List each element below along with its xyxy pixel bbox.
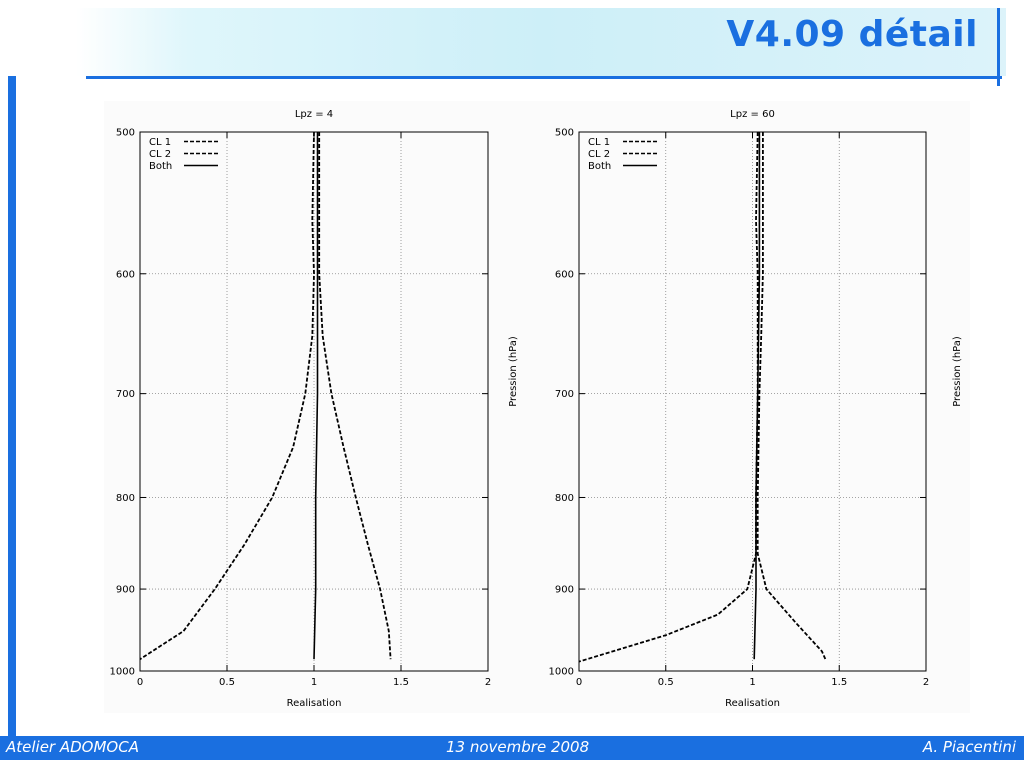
chart-title: Lpz = 4: [295, 109, 333, 120]
y-axis-label: Pression (hPa): [508, 336, 519, 407]
x-tick-label: 0.5: [219, 677, 235, 688]
series-line-cl-1: [139, 131, 315, 660]
legend-label: CL 1: [588, 137, 610, 148]
legend-entry-bg: [583, 160, 661, 172]
y-tick-label: 500: [116, 128, 135, 139]
x-axis-label: Realisation: [287, 698, 342, 709]
left-accent-bar: [8, 76, 16, 736]
x-tick-label: 2: [485, 677, 491, 688]
figure-background: [104, 101, 970, 713]
plot-frame: [578, 131, 927, 672]
x-tick-label: 2: [923, 677, 929, 688]
x-tick-label: 0: [137, 677, 143, 688]
plot-frame: [139, 131, 489, 672]
series-line-both: [753, 132, 761, 660]
slide-title: V4.09 détail: [726, 14, 978, 55]
legend-label: CL 2: [588, 149, 610, 160]
footer-event: Atelier ADOMOCA: [6, 738, 139, 756]
series-line-cl-2: [756, 132, 827, 660]
y-tick-label: 1000: [110, 667, 135, 678]
x-tick-label: 0.5: [658, 677, 674, 688]
x-tick-label: 1.5: [393, 677, 409, 688]
chart-title: Lpz = 60: [730, 109, 775, 120]
y-tick-label: 900: [116, 585, 135, 596]
legend-label: Both: [149, 161, 172, 172]
legend-label: Both: [588, 161, 611, 172]
header-underline: [86, 76, 1002, 79]
y-tick-label: 700: [116, 389, 135, 400]
legend-entry-bg: [144, 160, 222, 172]
legend-entry-bg: [583, 136, 661, 148]
x-tick-label: 1.5: [831, 677, 847, 688]
legend-entry-bg: [144, 148, 222, 160]
y-tick-label: 600: [116, 269, 135, 280]
y-tick-label: 1000: [549, 667, 574, 678]
series-line-cl-2: [318, 132, 392, 660]
legend-label: CL 2: [149, 149, 171, 160]
y-axis-label: Pression (hPa): [952, 336, 963, 407]
legend-label: CL 1: [149, 137, 171, 148]
footer-bar: Atelier ADOMOCA 13 novembre 2008 A. Piac…: [0, 736, 1024, 760]
chart-lpz60: 0 0.5 1 1.5 2 500 600 700 800 900 1000 Lpz = 60 Real…: [549, 109, 963, 709]
legend-entry-bg: [144, 136, 222, 148]
x-tick-label: 1: [311, 677, 317, 688]
series-line-cl-1: [578, 131, 759, 663]
y-tick-label: 600: [555, 269, 574, 280]
header-band: [76, 8, 1006, 76]
chart-lpz4: 0 0.5 1 1.5 2 500 600 700 800 900 1000 Lpz = 4 Reali…: [110, 109, 519, 709]
y-tick-label: 500: [555, 128, 574, 139]
x-tick-label: 0: [576, 677, 582, 688]
y-tick-label: 700: [555, 389, 574, 400]
y-tick-label: 900: [555, 585, 574, 596]
legend-entry-bg: [583, 148, 661, 160]
footer-date: 13 novembre 2008: [446, 738, 590, 756]
series-line-both: [313, 132, 319, 660]
x-axis-label: Realisation: [725, 698, 780, 709]
header-rule: [997, 8, 1000, 86]
y-tick-label: 800: [116, 493, 135, 504]
x-tick-label: 1: [749, 677, 755, 688]
footer-author: A. Piacentini: [922, 738, 1016, 756]
y-tick-label: 800: [555, 493, 574, 504]
